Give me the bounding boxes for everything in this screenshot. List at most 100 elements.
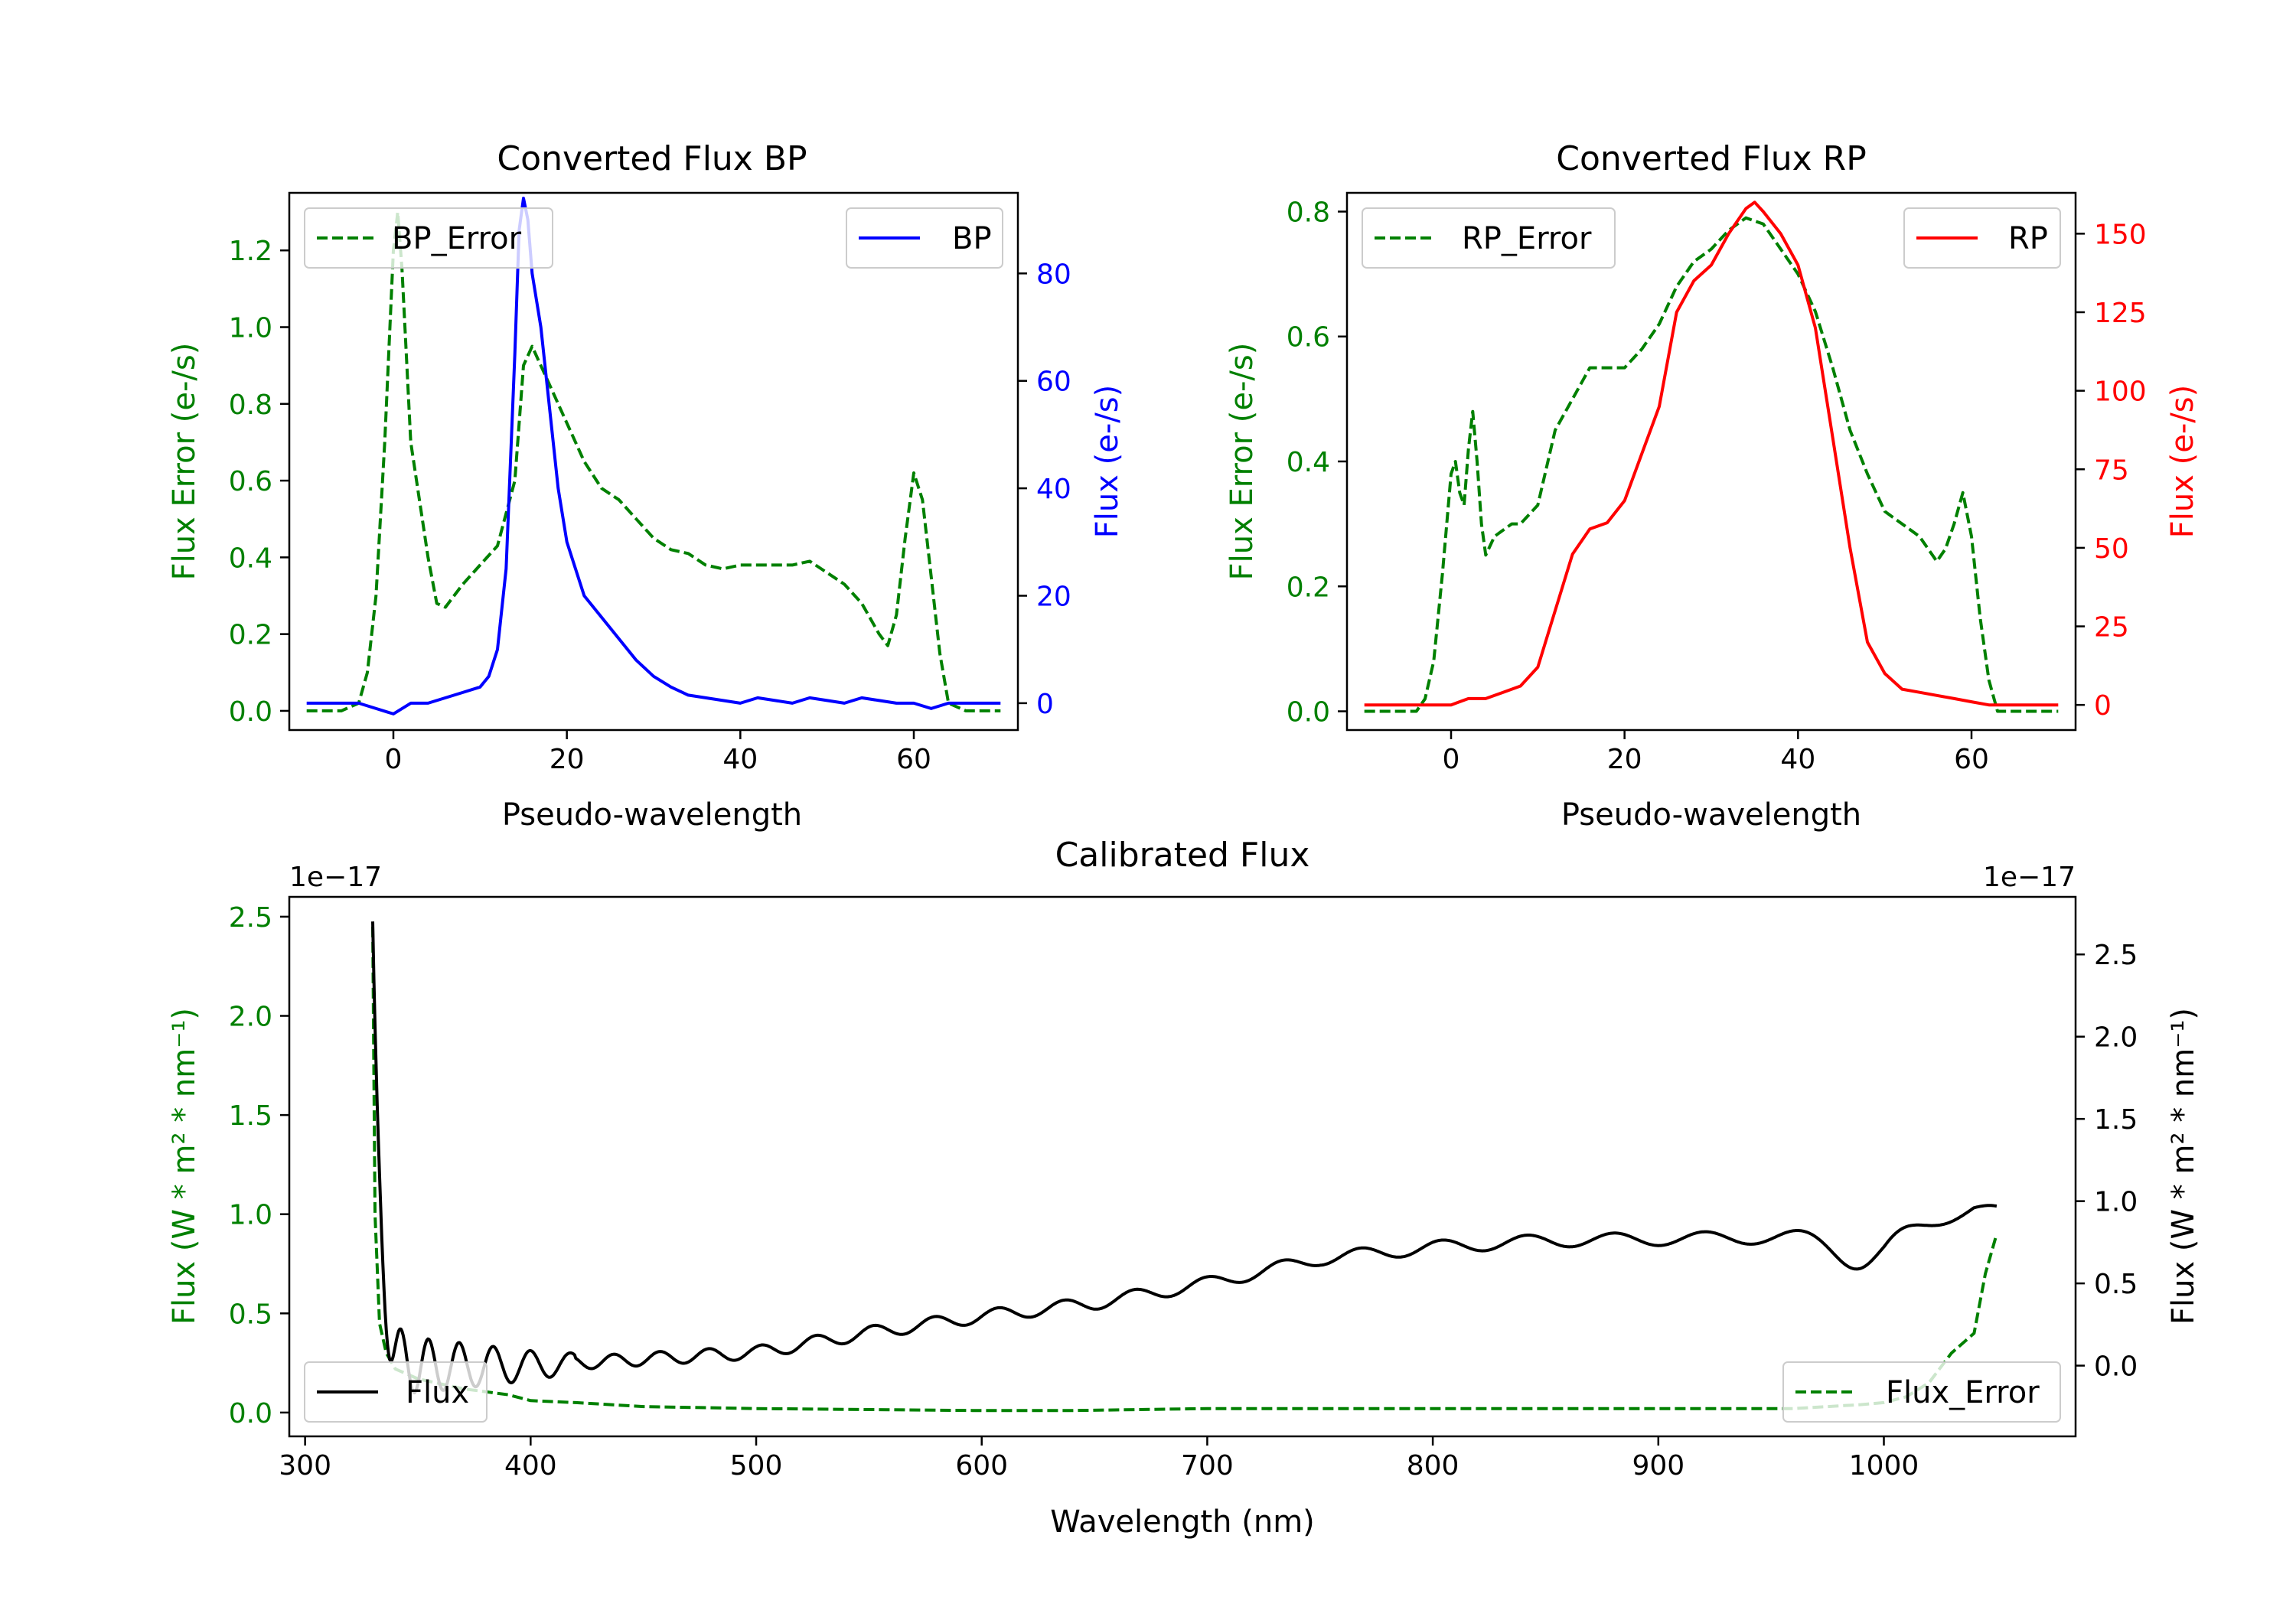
x-tick-label: 20 (1607, 744, 1642, 775)
panel-calibrated: Calibrated Flux 1e−17 1e−17 300 400 500 600… (167, 836, 2201, 1540)
left-tick-label: 0.0 (229, 1398, 272, 1429)
right-tick-label: 150 (2094, 219, 2147, 250)
cal-left-axis-label: Flux (W * m² * nm⁻¹) (167, 1008, 202, 1325)
cal-x-ticks: 300 400 500 600 700 800 900 1000 (279, 1436, 1919, 1482)
bp-x-ticks: 0 20 40 60 (385, 730, 931, 775)
right-tick-label: 0 (1036, 689, 1054, 720)
x-tick-label: 700 (1181, 1450, 1234, 1482)
bp-legend-error-label: BP_Error (392, 221, 522, 256)
x-tick-label: 60 (1954, 744, 1989, 775)
panel-bp: Converted Flux BP 0 20 40 60 0.00.20.40.60.… (167, 139, 1125, 833)
left-tick-label: 0.8 (229, 390, 272, 421)
left-tick-label: 2.0 (229, 1002, 272, 1033)
x-tick-label: 400 (504, 1450, 557, 1482)
bp-legend-flux-label: BP (952, 221, 992, 256)
right-tick-label: 0 (2094, 690, 2112, 722)
rp-legend-flux-box (1903, 207, 2061, 269)
bp-right-axis-label: Flux (e-/s) (1090, 385, 1125, 538)
panel-rp: Converted Flux RP 0 20 40 60 0.00.20.40.60.… (1225, 139, 2200, 833)
left-tick-label: 1.0 (229, 313, 272, 344)
rp-legend-error-box (1362, 207, 1616, 269)
x-tick-label: 900 (1632, 1450, 1684, 1482)
cal-left-offset: 1e−17 (289, 862, 382, 893)
right-tick-label: 75 (2094, 455, 2129, 486)
x-tick-label: 60 (896, 744, 931, 775)
right-tick-label: 40 (1036, 474, 1071, 505)
rp-title: Converted Flux RP (1556, 139, 1867, 178)
right-tick-label: 125 (2094, 298, 2147, 329)
series-line-rp (1364, 200, 2059, 707)
cal-legend-error: Flux_Error (1782, 1361, 2061, 1423)
bp-right-ticks: 0 20 40 60 80 (1018, 259, 1071, 720)
right-tick-label: 2.0 (2094, 1022, 2138, 1054)
rp-legend-error: RP_Error (1362, 207, 1616, 269)
right-tick-label: 25 (2094, 612, 2129, 644)
rp-left-axis-label: Flux Error (e-/s) (1225, 343, 1260, 581)
cal-right-offset: 1e−17 (1983, 862, 2076, 893)
x-tick-label: 300 (279, 1450, 331, 1482)
rp-left-ticks: 0.0 0.2 0.4 0.6 0.8 (1287, 197, 1347, 729)
series-line-rp-error (1364, 216, 2059, 713)
bp-axes-frame (288, 191, 1019, 732)
right-tick-label: 20 (1036, 582, 1071, 613)
left-tick-label: 0.5 (229, 1299, 272, 1330)
series-line-flux (371, 921, 1998, 1395)
left-tick-label: 0.6 (1287, 322, 1330, 354)
bp-left-axis-label: Flux Error (e-/s) (167, 343, 202, 581)
cal-legend-flux-box (304, 1361, 488, 1423)
left-tick-label: 1.0 (229, 1200, 272, 1231)
rp-right-ticks: 0 25 50 75 100 125 150 (2076, 219, 2147, 722)
right-tick-label: 0.5 (2094, 1269, 2138, 1300)
x-tick-label: 40 (1780, 744, 1815, 775)
cal-axes-frame (288, 895, 2077, 1438)
right-tick-label: 0.0 (2094, 1351, 2138, 1383)
cal-right-axis-label: Flux (W * m² * nm⁻¹) (2166, 1008, 2201, 1325)
left-tick-label: 0.4 (229, 543, 272, 574)
series-line-bp-error (306, 210, 1001, 712)
bp-legend-flux: BP (846, 207, 1003, 269)
x-tick-label: 0 (385, 744, 403, 775)
left-tick-label: 0.0 (1287, 697, 1330, 729)
cal-left-ticks: 0.0 0.5 1.0 1.5 2.0 2.5 (229, 902, 289, 1429)
x-tick-label: 20 (550, 744, 585, 775)
left-tick-label: 0.8 (1287, 197, 1330, 228)
right-tick-label: 80 (1036, 259, 1071, 290)
right-tick-label: 100 (2094, 376, 2147, 408)
rp-legend-error-label: RP_Error (1462, 221, 1592, 256)
left-tick-label: 0.6 (229, 466, 272, 497)
bp-legend-error-box (304, 207, 553, 269)
left-tick-label: 2.5 (229, 902, 272, 934)
rp-legend-flux-label: RP (2008, 221, 2048, 256)
x-tick-label: 40 (722, 744, 758, 775)
rp-x-label: Pseudo-wavelength (1561, 797, 1861, 833)
x-tick-label: 0 (1443, 744, 1460, 775)
rp-plot-area (1364, 200, 2059, 713)
left-tick-label: 1.2 (229, 236, 272, 267)
x-tick-label: 800 (1407, 1450, 1459, 1482)
right-tick-label: 50 (2094, 533, 2129, 565)
bp-title: Converted Flux BP (497, 139, 807, 178)
cal-x-label: Wavelength (nm) (1050, 1504, 1315, 1540)
bp-left-ticks: 0.0 0.2 0.4 0.6 0.8 1.0 1.2 (229, 236, 289, 728)
bp-legend-flux-box (846, 207, 1003, 269)
left-tick-label: 0.2 (229, 620, 272, 651)
bp-legend-error: BP_Error (304, 207, 553, 269)
cal-legend-flux-label: Flux (406, 1375, 469, 1410)
cal-legend-error-label: Flux_Error (1886, 1375, 2040, 1410)
right-tick-label: 1.0 (2094, 1187, 2138, 1218)
series-line-bp (306, 197, 1001, 715)
left-tick-label: 1.5 (229, 1100, 272, 1132)
rp-x-ticks: 0 20 40 60 (1443, 730, 1989, 775)
left-tick-label: 0.0 (229, 696, 272, 728)
rp-right-axis-label: Flux (e-/s) (2165, 385, 2200, 538)
cal-legend-flux: Flux (304, 1361, 488, 1423)
cal-title: Calibrated Flux (1055, 836, 1310, 875)
bp-x-label: Pseudo-wavelength (502, 797, 802, 833)
right-tick-label: 2.5 (2094, 940, 2138, 971)
x-tick-label: 1000 (1849, 1450, 1919, 1482)
x-tick-label: 500 (730, 1450, 783, 1482)
cal-legend-error-box (1782, 1361, 2061, 1423)
bp-plot-area (306, 197, 1001, 715)
left-tick-label: 0.2 (1287, 572, 1330, 603)
